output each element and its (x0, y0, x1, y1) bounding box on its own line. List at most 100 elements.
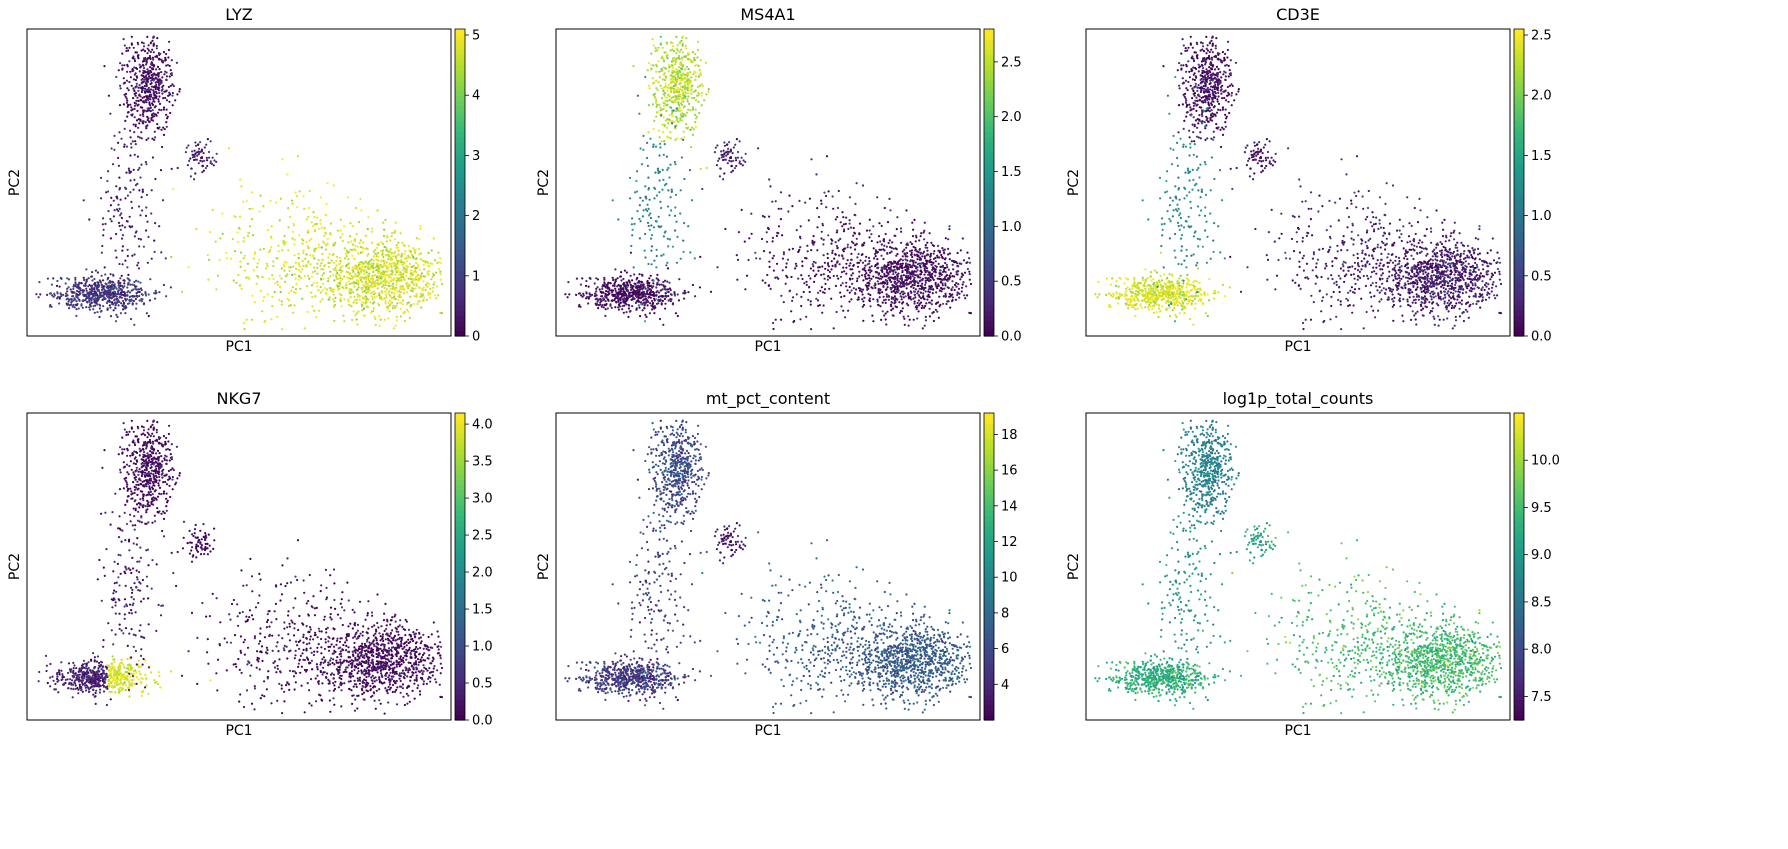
data-point (835, 310, 838, 314)
data-point (919, 252, 922, 255)
data-point (153, 100, 156, 103)
data-point (898, 311, 902, 314)
data-point (165, 99, 169, 102)
data-point (597, 307, 600, 310)
colorbar-segment (455, 249, 465, 255)
data-point (291, 286, 294, 289)
data-point (959, 249, 962, 252)
data-point (153, 106, 156, 109)
data-point (113, 134, 116, 137)
data-point (349, 296, 352, 299)
data-point (339, 236, 342, 239)
data-point (208, 231, 211, 234)
data-point (151, 156, 154, 159)
data-point (313, 250, 316, 253)
data-point (159, 52, 162, 55)
colorbar-segment (455, 110, 465, 117)
data-point (878, 292, 881, 295)
data-point (610, 299, 613, 302)
data-point (626, 283, 629, 286)
data-point (374, 252, 377, 255)
data-point (345, 255, 348, 258)
data-point (81, 306, 84, 309)
data-point (614, 287, 617, 290)
data-point (404, 270, 408, 273)
data-point (380, 277, 383, 280)
data-point (863, 266, 866, 270)
data-point (112, 284, 116, 287)
data-point (800, 274, 803, 277)
data-point (330, 259, 333, 262)
data-point (604, 314, 607, 317)
data-point (603, 281, 606, 284)
data-point (817, 215, 821, 219)
data-point (380, 259, 384, 262)
data-point (919, 235, 922, 238)
data-point (56, 291, 59, 294)
data-point (968, 278, 971, 281)
data-point (276, 257, 279, 260)
data-point (684, 68, 687, 71)
data-point (300, 276, 303, 279)
data-point (310, 291, 313, 294)
data-point (321, 274, 324, 277)
data-point (402, 292, 405, 295)
data-point (888, 270, 891, 273)
data-point (329, 289, 333, 292)
data-point (431, 262, 434, 265)
colorbar-segment (455, 100, 465, 107)
data-point (129, 179, 132, 182)
data-point (694, 295, 697, 298)
data-point (399, 291, 402, 294)
data-point (317, 246, 320, 249)
data-point (145, 127, 148, 130)
data-point (836, 260, 839, 263)
data-point (100, 197, 103, 200)
data-point (99, 295, 102, 298)
data-point (600, 295, 603, 298)
data-point (360, 246, 363, 249)
data-point (152, 96, 155, 99)
data-point (320, 268, 323, 271)
data-point (170, 167, 173, 170)
data-point (219, 237, 222, 240)
data-point (432, 286, 435, 289)
data-point (905, 246, 908, 249)
data-point (385, 274, 388, 277)
data-point (238, 284, 241, 287)
colorbar-segment (455, 254, 465, 260)
data-point (673, 75, 676, 78)
data-point (651, 299, 654, 303)
data-point (802, 290, 805, 294)
data-point (195, 158, 198, 161)
data-point (319, 285, 322, 289)
data-point (141, 298, 144, 301)
data-point (312, 225, 315, 228)
data-point (439, 273, 442, 276)
data-point (194, 172, 197, 175)
data-point (665, 76, 668, 79)
data-point (150, 79, 153, 82)
data-point (947, 238, 950, 241)
colorbar-segment (455, 75, 465, 81)
data-point (413, 249, 416, 252)
data-point (360, 303, 363, 306)
data-point (672, 57, 675, 60)
data-point (655, 111, 659, 114)
data-point (393, 292, 396, 295)
data-point (694, 71, 697, 74)
data-point (345, 265, 348, 268)
data-point (323, 287, 326, 290)
data-point (835, 231, 839, 234)
data-point (679, 85, 683, 88)
data-point (418, 238, 421, 241)
data-point (879, 282, 882, 285)
data-point (358, 298, 361, 301)
data-point (807, 274, 811, 277)
data-point (135, 82, 138, 85)
data-point (149, 66, 152, 69)
data-point (781, 257, 785, 260)
data-point (336, 229, 340, 232)
data-point (113, 148, 116, 151)
data-point (158, 57, 161, 60)
